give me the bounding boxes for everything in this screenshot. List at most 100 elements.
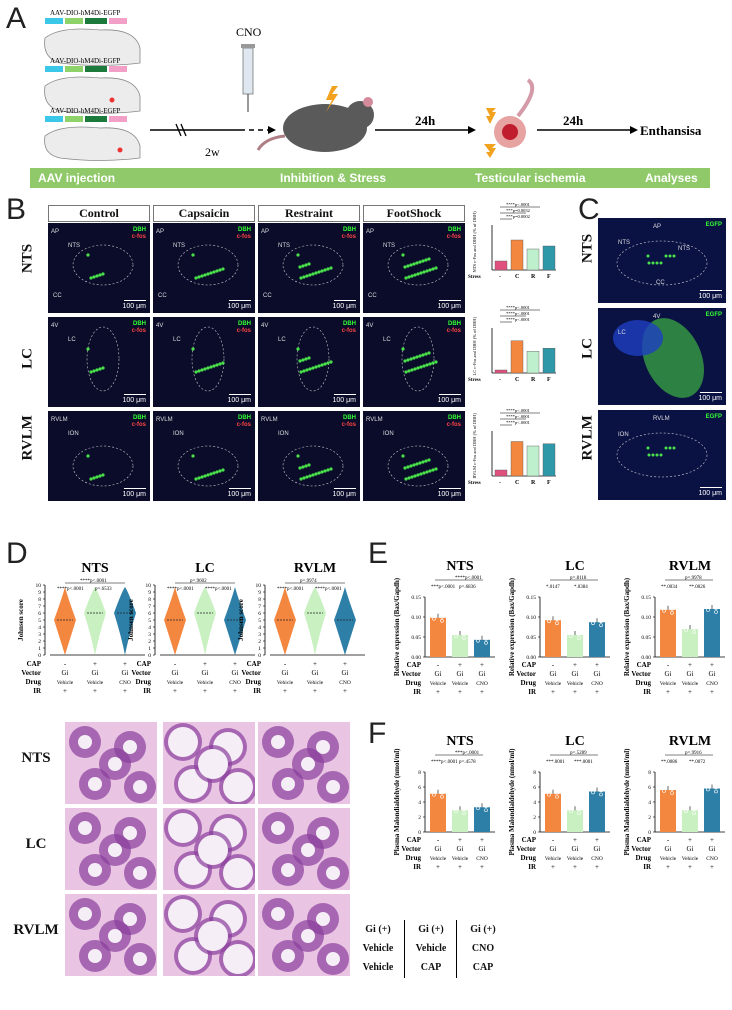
design-cell: + (436, 863, 440, 871)
violin-shape (114, 587, 136, 655)
ytick-label: 0.10 (411, 615, 421, 621)
b-bar-chart-2: RVLM c-Fos and DBH (% of DBH) - C R F Stress *… (468, 408, 556, 486)
design-cell: CNO (119, 680, 131, 686)
f-chart-title: NTS (446, 734, 473, 749)
data-point (462, 807, 466, 812)
interval-label-1: 24h (415, 113, 436, 128)
b-bar-chart-0: NTS c-Fos and DBH (% of DBH) - C R F Stress **… (468, 202, 556, 280)
design-row-label: IR (253, 687, 262, 695)
scale-bar-line (700, 290, 722, 291)
data-point (670, 791, 674, 795)
histology-nts-group-3 (258, 722, 350, 804)
bar (474, 807, 490, 832)
data-point (670, 606, 674, 611)
design-cell: Gi (202, 669, 209, 677)
design-row-label: IR (643, 688, 652, 696)
e-chart-title: NTS (446, 559, 473, 574)
design-cell: - (667, 836, 670, 844)
region-tag: NTS (618, 240, 630, 246)
scale-bar-line (229, 488, 251, 489)
scale-bar-line (334, 394, 356, 395)
region-tag: 4V (51, 323, 59, 329)
panel-letter-c: C (578, 193, 600, 226)
design-cell: + (343, 687, 347, 695)
design-cell: Gi (709, 670, 716, 678)
design-cell: Gi (687, 845, 694, 853)
vector-label-3: AAV-DIO-hM4Di-EGFP (50, 107, 121, 115)
design-cell: Gi (92, 669, 99, 677)
panel-letter-f: F (368, 717, 387, 750)
design-row-label: Drug (405, 679, 421, 687)
legend-g3-stress: CAP (472, 962, 494, 973)
data-point (577, 811, 581, 816)
legend-g1-vector: Gi (+) (365, 924, 391, 935)
design-cell: Vehicle (307, 680, 324, 686)
dbh-label: DBH (448, 321, 461, 327)
design-cell: + (666, 863, 670, 871)
data-point (462, 636, 466, 640)
violin-shape (334, 587, 356, 655)
legend-group-1: Gi (+) Vehicle Vehicle (354, 920, 402, 977)
b-bar-category: - (499, 480, 501, 486)
scale-bar-line (334, 488, 356, 489)
b-bar (542, 348, 556, 374)
b-bar-category: R (531, 274, 536, 280)
design-cell: + (551, 863, 555, 871)
design-cell: Gi (572, 845, 579, 853)
d-stat-label: ****p<.0001 (80, 579, 107, 584)
data-point (599, 623, 603, 627)
scale-bar-line (124, 488, 146, 489)
data-point (476, 806, 480, 811)
data-point (569, 634, 573, 638)
design-row-label: IR (413, 688, 422, 696)
scale-bar-label: 100 μm (698, 293, 723, 300)
d-ytick-label: 1 (258, 646, 261, 652)
micrograph-nts-restraint: AP NTS CC DBH c-fos 100 μm (258, 223, 360, 313)
design-cell: Vehicle (567, 681, 584, 687)
design-cell: + (203, 660, 207, 668)
panel-letter-b: B (6, 193, 27, 226)
data-point (662, 785, 666, 789)
data-point (484, 804, 488, 809)
stat-label: ***.0001 (574, 760, 593, 765)
stat-label: ***p<.0001 (455, 751, 480, 756)
b-stat-label: ***p=0.0032 (506, 208, 530, 213)
data-point (684, 628, 688, 632)
f-bar-chart-2: RVLM Plasma Malondialdehyde (nmol/ml) 0 2 4 6… (623, 734, 725, 871)
scale-bar-label: 100 μm (122, 397, 147, 404)
stage-ischemia: Testicular ischemia (475, 171, 586, 185)
region-tag: RVLM (366, 417, 383, 423)
d-ytick-label: 5 (148, 618, 151, 624)
ytick-label: 2 (648, 815, 651, 821)
d-ytick-label: 9 (148, 590, 151, 596)
ischemia-bolt-icon-2 (484, 144, 496, 158)
data-point (440, 619, 444, 623)
b-bar-category: F (547, 274, 551, 280)
histology-lc-group-1 (65, 808, 157, 890)
design-cell: - (174, 660, 177, 668)
legend-g1-drug: Vehicle (362, 943, 394, 954)
injection-site-2 (109, 97, 115, 103)
data-point (555, 794, 559, 799)
design-cell: - (284, 660, 287, 668)
d-ytick-label: 2 (38, 639, 41, 645)
column-header-capsaicin: Capsaicin (153, 205, 255, 222)
region-tag: ION (173, 431, 184, 437)
ytick-label: 8 (648, 770, 651, 776)
d-ytick-label: 6 (258, 611, 261, 617)
scale-bar-line (229, 300, 251, 301)
data-point (555, 621, 559, 625)
design-cell: + (710, 836, 714, 844)
cfos-label: c-fos (131, 234, 146, 240)
region-tag: LC (618, 330, 626, 336)
d-stat-label: ****p<.0001 (277, 587, 304, 592)
data-point (547, 615, 551, 620)
b-chart-ylabel: LC c-Fos and DBH (% of DBH) (472, 317, 477, 376)
histology-rvlm-group-2 (163, 894, 255, 976)
data-point (684, 624, 688, 628)
b-chart-xlabel: Stress (468, 481, 481, 486)
design-cell: + (63, 687, 67, 695)
design-row-label: Drug (25, 678, 41, 686)
region-tag: AP (653, 224, 662, 230)
